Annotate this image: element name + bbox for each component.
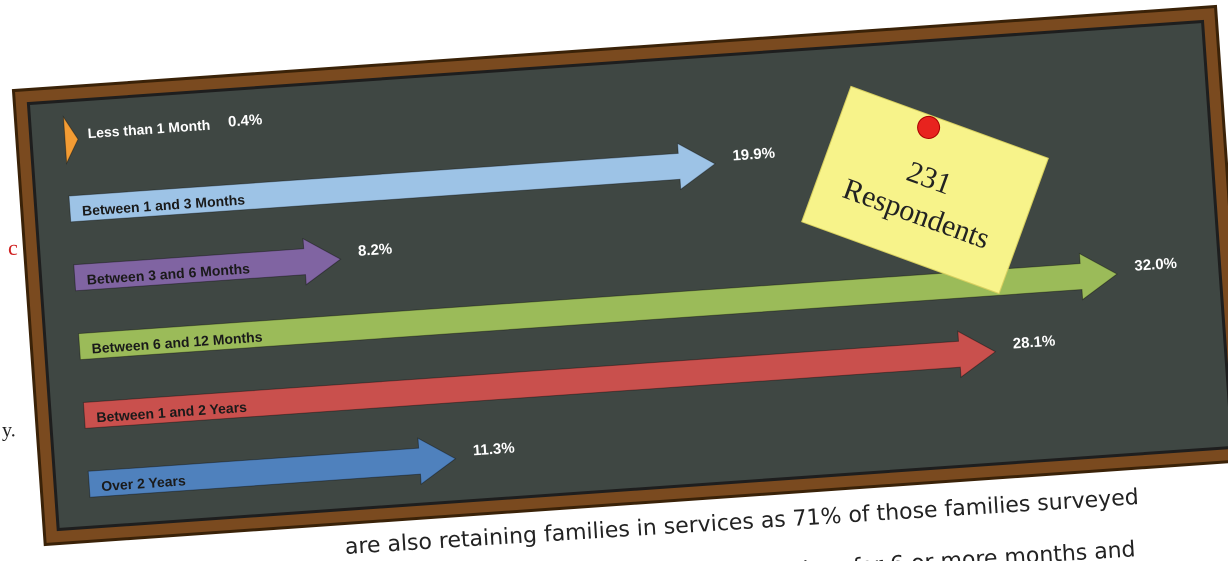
value-label: 11.3%: [472, 439, 515, 459]
background-text: vices for 6 or more months and: [789, 537, 1136, 561]
value-label: 28.1%: [1012, 333, 1056, 353]
page: {"chart_data": {"type": "bar", "orientat…: [0, 0, 1228, 561]
chart: c y. are also retaining families in serv…: [0, 0, 1228, 561]
value-label: 8.2%: [357, 241, 392, 260]
value-label: 32.0%: [1134, 255, 1178, 275]
background-text: y.: [2, 420, 16, 442]
background-text: c: [8, 235, 18, 260]
value-label: 19.9%: [732, 145, 776, 165]
value-label: 0.4%: [228, 111, 263, 130]
